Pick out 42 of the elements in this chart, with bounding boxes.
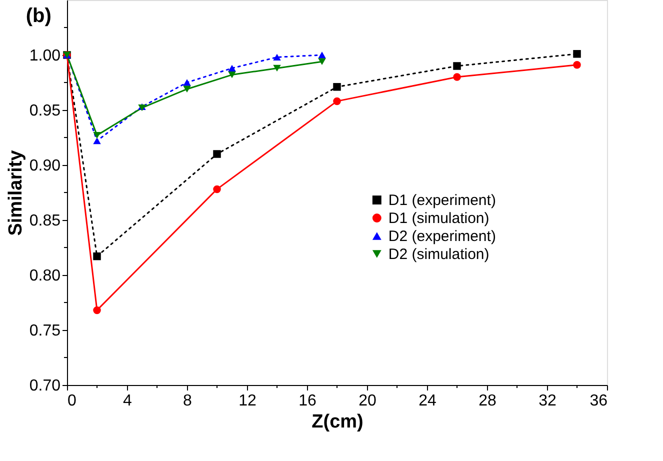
y-tick-label: 0.90 — [29, 158, 61, 174]
y-tick-label: 0.85 — [29, 212, 61, 230]
y-tick-label: 1.00 — [29, 48, 61, 64]
point — [273, 54, 281, 61]
point — [93, 137, 101, 144]
point — [213, 185, 221, 194]
legend-label: D2 (experiment) — [388, 228, 496, 245]
x-tick-label: 4 — [123, 392, 132, 410]
x-tick-label: 16 — [298, 392, 316, 410]
x-axis-title: Z(cm) — [312, 412, 364, 432]
y-tick-label: 0.95 — [29, 102, 61, 120]
y-tick-label: 0.80 — [29, 268, 61, 284]
y-tick-label: 0.75 — [29, 322, 61, 340]
point — [93, 132, 101, 139]
x-tick-label: 32 — [538, 392, 556, 410]
point — [333, 97, 341, 106]
point — [183, 86, 191, 92]
point — [318, 58, 326, 65]
x-tick-label: 12 — [238, 392, 256, 410]
legend-label: D1 (experiment) — [388, 192, 496, 209]
legend-label: D1 (simulation) — [388, 210, 490, 227]
point — [228, 71, 236, 78]
point — [93, 306, 101, 314]
point — [213, 150, 221, 158]
x-tick-label: 28 — [478, 392, 496, 410]
x-tick-label: 36 — [590, 392, 608, 410]
x-tick-label: 24 — [418, 392, 436, 410]
point — [573, 50, 581, 58]
x-tick-label: 0 — [68, 392, 76, 410]
point — [333, 83, 341, 91]
legend-label: D2 (simulation) — [388, 246, 490, 263]
point — [573, 61, 581, 69]
point — [453, 73, 461, 81]
point — [453, 62, 461, 70]
x-tick-label: 20 — [358, 392, 376, 410]
y-axis-title: Similarity — [5, 150, 26, 236]
x-tick-label: 8 — [183, 392, 192, 410]
y-tick-label: 0.70 — [29, 378, 61, 394]
chart-title: (b) — [26, 5, 52, 27]
point — [93, 252, 101, 260]
point — [228, 64, 236, 72]
point — [273, 64, 281, 72]
